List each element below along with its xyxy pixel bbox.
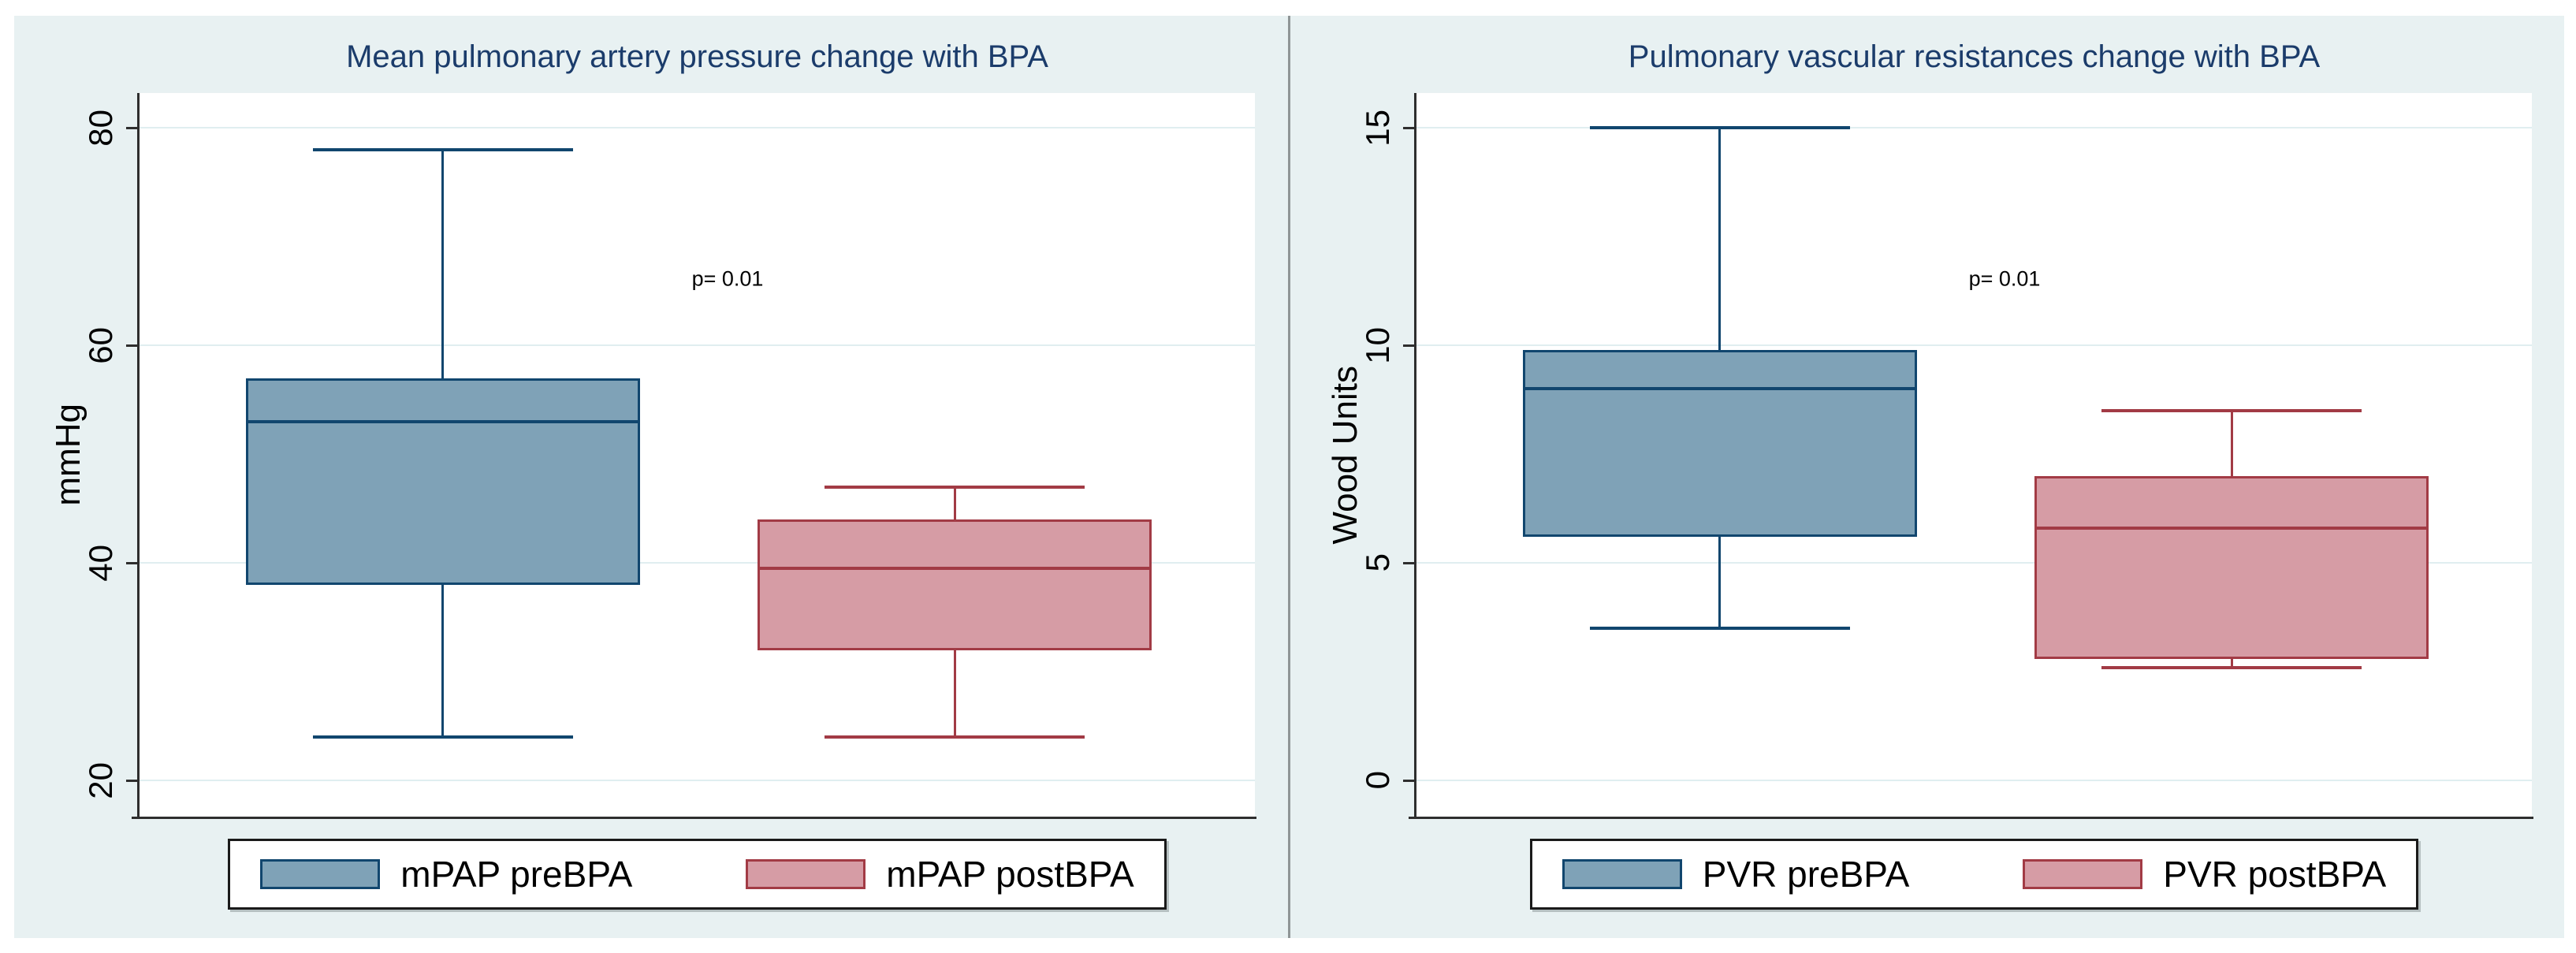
y-tick-mark	[126, 779, 140, 782]
y-axis-line	[1414, 93, 1416, 819]
y-tick-mark	[1403, 779, 1416, 782]
chart-title: Mean pulmonary artery pressure change wi…	[346, 39, 1048, 74]
upper-whisker-cap	[1589, 126, 1850, 130]
p-value-annotation: p= 0.01	[1968, 266, 2041, 291]
upper-whisker-line	[441, 149, 445, 378]
legend-label-postbpa: PVR postBPA	[2163, 854, 2387, 895]
y-gridline	[1416, 780, 2532, 782]
lower-whisker-cap	[825, 735, 1085, 739]
y-gridline	[1416, 344, 2532, 347]
figure-canvas: 20 40 60 80 mmHg Mean pulmonary artery pres…	[14, 16, 2564, 938]
median-line	[758, 567, 1152, 571]
y-gridline	[1416, 127, 2532, 129]
x-axis-line	[132, 817, 1256, 819]
panel-mpap: 20 40 60 80 mmHg Mean pulmonary artery pres…	[14, 16, 2564, 938]
lower-whisker-line	[1718, 537, 1722, 628]
box-iqr	[758, 519, 1152, 650]
y-gridline	[140, 562, 1255, 564]
upper-whisker-cap	[312, 147, 573, 151]
legend-swatch-postbpa	[746, 859, 866, 889]
legend-swatch-prebpa	[260, 859, 381, 889]
median-line	[245, 419, 640, 423]
y-gridline	[140, 344, 1255, 347]
y-tick-mark	[1403, 561, 1416, 564]
median-line	[1522, 387, 1917, 391]
box-layer	[14, 16, 2564, 938]
legend: mPAP preBPA mPAP postBPA	[140, 839, 1255, 910]
box-iqr	[245, 378, 640, 585]
upper-whisker-cap	[825, 485, 1085, 489]
y-gridline	[140, 780, 1255, 782]
lower-whisker-line	[953, 650, 956, 738]
legend-swatch-prebpa	[1562, 859, 1682, 889]
lower-whisker-line	[2230, 658, 2233, 668]
grid-layer: 0 5 10 15	[14, 16, 2564, 938]
grid-layer: 20 40 60 80	[14, 16, 2564, 938]
legend-label-prebpa: PVR preBPA	[1702, 854, 1910, 895]
legend-label-postbpa: mPAP postBPA	[886, 854, 1134, 895]
y-tick-mark	[1403, 344, 1416, 347]
lower-whisker-cap	[1589, 626, 1850, 630]
y-gridline	[140, 127, 1255, 129]
panel-divider	[1288, 16, 1290, 938]
chart-title: Pulmonary vascular resistances change wi…	[1628, 39, 2321, 74]
y-tick-mark	[126, 344, 140, 347]
upper-whisker-cap	[2101, 408, 2362, 412]
y-tick-mark	[126, 126, 140, 129]
upper-whisker-line	[953, 486, 956, 520]
upper-whisker-line	[2230, 410, 2233, 476]
y-tick-mark	[1403, 126, 1416, 129]
box-layer	[14, 16, 2564, 938]
legend: PVR preBPA PVR postBPA	[1416, 839, 2532, 910]
x-axis-line	[1409, 817, 2533, 819]
legend-box: mPAP preBPA mPAP postBPA	[228, 839, 1167, 910]
legend-box: PVR preBPA PVR postBPA	[1529, 839, 2419, 910]
y-tick-mark	[126, 561, 140, 564]
legend-label-prebpa: mPAP preBPA	[400, 854, 633, 895]
upper-whisker-line	[1718, 128, 1722, 350]
legend-swatch-postbpa	[2023, 859, 2143, 889]
box-iqr	[2034, 475, 2429, 659]
p-value-annotation: p= 0.01	[691, 266, 764, 291]
y-axis-line	[137, 93, 140, 819]
median-line	[2034, 527, 2429, 530]
lower-whisker-cap	[2101, 665, 2362, 669]
box-iqr	[1522, 349, 1917, 538]
panel-pvr: 0 5 10 15 Wood Units Pulmonary vascular res…	[14, 16, 2564, 938]
lower-whisker-cap	[312, 735, 573, 739]
lower-whisker-line	[441, 584, 445, 738]
y-gridline	[1416, 562, 2532, 564]
